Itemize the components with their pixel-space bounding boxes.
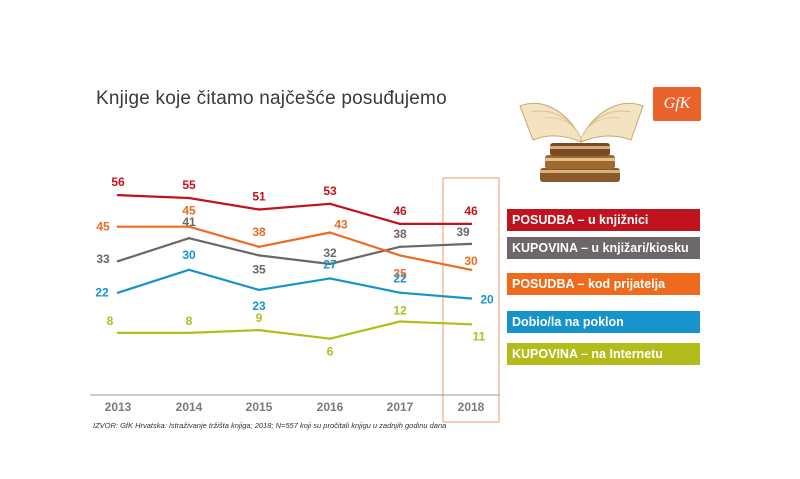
data-point bbox=[257, 208, 261, 211]
data-label: 45 bbox=[96, 220, 110, 234]
data-point bbox=[187, 331, 191, 335]
data-label: 9 bbox=[256, 311, 263, 325]
data-label: 45 bbox=[182, 204, 196, 218]
data-point bbox=[328, 231, 332, 234]
data-label: 32 bbox=[323, 246, 337, 260]
data-label: 51 bbox=[252, 189, 266, 203]
data-point bbox=[257, 328, 261, 332]
source-note: IZVOR: GfK Hrvatska: Istraživanje tržišt… bbox=[93, 421, 447, 430]
data-label: 23 bbox=[252, 299, 266, 313]
series-1: 56 55 51 53 46 46 bbox=[111, 175, 478, 226]
data-point bbox=[187, 225, 191, 228]
data-label: 53 bbox=[323, 184, 337, 198]
data-label: 35 bbox=[252, 262, 266, 276]
data-point bbox=[398, 291, 402, 294]
data-point bbox=[469, 268, 473, 271]
data-point bbox=[469, 297, 473, 300]
x-tick-label: 2013 bbox=[105, 400, 132, 414]
data-point bbox=[116, 291, 120, 294]
data-point bbox=[398, 320, 402, 323]
data-label: 30 bbox=[182, 248, 196, 262]
data-point bbox=[116, 225, 120, 228]
series-line bbox=[117, 268, 472, 300]
data-point bbox=[398, 254, 402, 257]
data-label: 8 bbox=[186, 314, 193, 328]
legend-item: Dobio/la na poklon bbox=[507, 311, 700, 333]
series-3: 45 45 38 43 35 30 bbox=[96, 204, 478, 281]
legend-item: POSUDBA – u knjižnici bbox=[507, 209, 700, 231]
data-label: 11 bbox=[473, 329, 486, 343]
data-point bbox=[469, 222, 473, 226]
data-label: 22 bbox=[393, 272, 407, 286]
series-4: 22 30 23 27 22 20 bbox=[95, 248, 494, 313]
data-point bbox=[187, 268, 191, 271]
x-tick-label: 2017 bbox=[387, 400, 414, 414]
data-point bbox=[469, 242, 473, 246]
data-point bbox=[187, 237, 191, 240]
data-point bbox=[187, 196, 191, 200]
data-point bbox=[328, 202, 332, 205]
data-label: 39 bbox=[456, 225, 470, 239]
data-label: 55 bbox=[182, 178, 196, 192]
x-tick-label: 2018 bbox=[458, 400, 485, 414]
data-point bbox=[328, 337, 332, 340]
data-label: 8 bbox=[107, 314, 114, 328]
x-tick-label: 2015 bbox=[246, 400, 273, 414]
data-label: 38 bbox=[252, 225, 266, 239]
legend-item: KUPOVINA – u knjižari/kiosku bbox=[507, 237, 700, 259]
data-label: 46 bbox=[393, 204, 407, 218]
data-label: 27 bbox=[323, 257, 337, 271]
data-point bbox=[398, 245, 402, 249]
legend-item: POSUDBA – kod prijatelja bbox=[507, 273, 700, 295]
gfk-logo: GfK bbox=[653, 87, 701, 121]
series-line bbox=[117, 237, 472, 266]
data-point bbox=[116, 259, 120, 263]
data-label: 46 bbox=[464, 204, 478, 218]
data-label: 22 bbox=[95, 286, 109, 300]
x-tick-label: 2016 bbox=[317, 400, 344, 414]
series-5: 8 8 9 6 12 11 bbox=[107, 303, 486, 358]
series-line bbox=[118, 320, 472, 340]
highlight-frame-2018 bbox=[442, 177, 500, 423]
gfk-logo-text: GfK bbox=[663, 95, 691, 112]
series-line bbox=[118, 225, 472, 271]
data-point bbox=[469, 323, 473, 326]
data-point bbox=[328, 262, 332, 266]
data-label: 30 bbox=[464, 254, 478, 268]
data-point bbox=[116, 193, 120, 197]
data-point bbox=[257, 288, 261, 292]
data-point bbox=[328, 277, 332, 280]
x-tick-label: 2014 bbox=[176, 400, 203, 414]
data-label: 56 bbox=[111, 175, 125, 189]
data-point bbox=[398, 222, 402, 226]
data-point bbox=[116, 331, 120, 335]
data-label: 35 bbox=[393, 266, 407, 280]
data-label: 20 bbox=[480, 292, 494, 306]
legend-item: KUPOVINA – na Internetu bbox=[507, 343, 700, 365]
data-label: 33 bbox=[96, 252, 110, 266]
series-line bbox=[117, 194, 471, 225]
open-book-stack-icon bbox=[515, 78, 650, 198]
data-point bbox=[257, 245, 261, 249]
data-label: 12 bbox=[393, 303, 407, 317]
data-label: 38 bbox=[393, 227, 407, 241]
data-label: 6 bbox=[327, 345, 334, 359]
data-label: 43 bbox=[334, 217, 348, 231]
chart-title: Knjige koje čitamo najčešće posuđujemo bbox=[96, 88, 447, 109]
data-point bbox=[257, 254, 261, 257]
